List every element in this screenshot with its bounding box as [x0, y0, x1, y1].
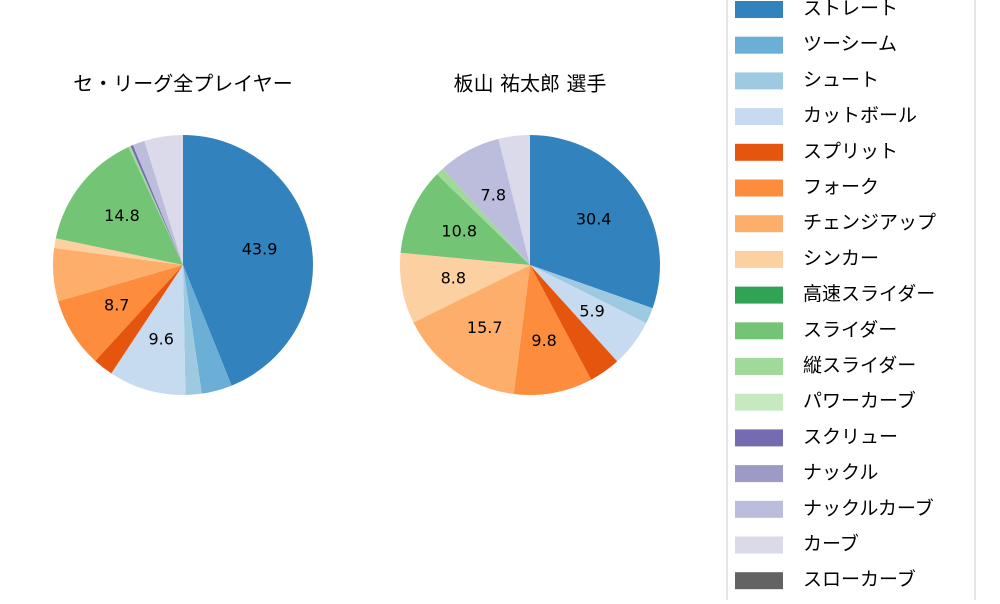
legend-label: スライダー: [803, 319, 897, 341]
pie-slice: [530, 265, 647, 362]
legend-swatch: [735, 215, 783, 233]
legend-swatch: [735, 286, 783, 304]
slice-label: 9.6: [149, 329, 174, 348]
legend-label: 高速スライダー: [803, 283, 935, 305]
pie-slice: [498, 135, 530, 265]
pie-slice: [183, 135, 313, 386]
pie-slice: [58, 265, 183, 361]
pie-slice: [400, 252, 530, 323]
pie-slice: [54, 238, 184, 265]
legend-label: フォーク: [803, 176, 879, 198]
legend-label: スプリット: [803, 140, 898, 162]
slice-label: 8.8: [441, 269, 466, 288]
legend-swatch: [735, 465, 783, 483]
slice-label: 8.7: [104, 296, 129, 315]
pie-slice: [530, 135, 660, 309]
pie-slice: [144, 135, 183, 265]
legend-label: ナックルカーブ: [803, 496, 934, 519]
legend-swatch: [735, 143, 783, 161]
legend-swatch: [735, 393, 783, 411]
legend-label: シンカー: [803, 247, 879, 269]
legend-label: チェンジアップ: [803, 212, 936, 234]
legend-label: ナックル: [803, 462, 878, 484]
legend-swatch: [735, 536, 783, 554]
legend-label: スクリュー: [803, 426, 898, 448]
legend-swatch: [735, 429, 783, 447]
pie-slice: [132, 140, 183, 265]
pie-slice: [53, 247, 183, 302]
legend-swatch: [735, 322, 783, 340]
legend-swatch: [735, 358, 783, 375]
legend-swatch: [735, 36, 783, 54]
slice-label: 14.8: [104, 206, 140, 225]
slice-label: 5.9: [579, 302, 604, 321]
legend-label: ツーシーム: [803, 33, 897, 55]
chart-title: 板山 祐太郎 選手: [454, 72, 607, 96]
slice-label: 10.8: [441, 222, 477, 241]
pie-slice: [95, 265, 183, 374]
slice-label: 15.7: [467, 318, 503, 337]
chart-title: セ・リーグ全プレイヤー: [73, 72, 292, 96]
legend-label: スローカーブ: [803, 568, 916, 591]
legend-label: 縦スライダー: [803, 355, 916, 377]
pie-slice: [400, 174, 530, 265]
legend-swatch: [735, 250, 783, 268]
legend-box: [726, 0, 976, 604]
pie-slice: [442, 138, 530, 265]
pie-slice: [436, 168, 530, 265]
slice-label: 30.4: [576, 209, 612, 228]
pie-slice: [111, 265, 186, 395]
pie-slice: [530, 265, 618, 380]
slice-label: 9.8: [531, 331, 556, 350]
legend-label: シュート: [803, 69, 879, 91]
legend-label: ストレート: [803, 0, 898, 20]
pie-slice: [130, 145, 183, 265]
legend-swatch: [735, 1, 783, 18]
slice-label: 7.8: [481, 186, 506, 205]
pie-slice: [55, 147, 183, 265]
legend-swatch: [735, 108, 783, 126]
pie-slice: [128, 146, 183, 265]
legend-swatch: [735, 179, 783, 197]
legend-swatch: [735, 72, 783, 90]
legend-swatch: [735, 500, 783, 518]
pie-slice: [530, 265, 653, 324]
legend-label: カーブ: [803, 532, 859, 555]
slice-label: 43.9: [242, 240, 278, 259]
legend-label: カットボール: [803, 105, 917, 127]
pie-slice: [183, 265, 202, 395]
pie-slice: [183, 265, 232, 394]
legend-label: パワーカーブ: [803, 389, 916, 412]
pie-slice: [413, 265, 530, 394]
legend-swatch: [735, 572, 783, 590]
pie-slice: [513, 265, 592, 396]
